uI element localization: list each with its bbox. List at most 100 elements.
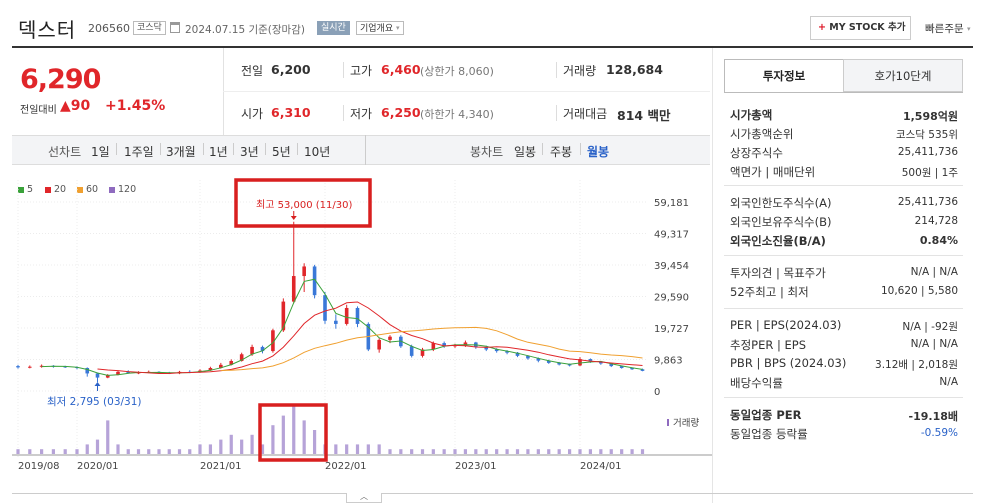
info-value: -0.59% (920, 427, 958, 439)
candle-body (557, 362, 561, 365)
candle-weekly[interactable]: 주봉 (550, 145, 573, 159)
period-3y[interactable]: 3년 (240, 145, 259, 159)
period-5y[interactable]: 5년 (272, 145, 291, 159)
divider (556, 62, 557, 78)
period-10y[interactable]: 10년 (304, 145, 331, 159)
info-value: N/A | -92원 (902, 321, 958, 333)
period-1y[interactable]: 1년 (209, 145, 228, 159)
candle-daily[interactable]: 일봉 (514, 145, 537, 159)
volume-bar (453, 449, 457, 454)
volume-bars (16, 406, 645, 454)
volume-bar (95, 439, 100, 454)
period-1w[interactable]: 1주일 (124, 145, 154, 159)
company-overview-dropdown[interactable]: 기업개요 ▾ (356, 21, 404, 35)
volume-bar (640, 449, 645, 454)
info-label: 시가총액 (730, 108, 773, 122)
volume-bar (188, 449, 192, 454)
info-value: 3.12배 | 2,018원 (875, 359, 958, 371)
info-label: 배당수익률 (730, 376, 783, 390)
volume-bar (281, 415, 285, 454)
volume-bar (250, 434, 254, 454)
tab-investment-info[interactable]: 투자정보 (724, 59, 844, 92)
low-annotation: 최저 2,795 (03/31) (47, 396, 142, 408)
calendar-icon (170, 22, 180, 33)
high-label: 고가 (350, 64, 373, 78)
candle-body (409, 346, 414, 356)
info-label: 상장주식수 (730, 146, 783, 160)
prev-close-value: 6,200 (271, 62, 311, 77)
chart-grid (12, 180, 712, 457)
divider (160, 143, 161, 155)
x-tick-label: 2023/01 (455, 461, 497, 472)
moving-average-line (41, 278, 643, 376)
low-value: 6,250 (381, 105, 421, 120)
candle-body (484, 346, 489, 350)
candle-body (344, 307, 349, 324)
candle-body (271, 330, 275, 352)
period-3m[interactable]: 3개월 (166, 145, 196, 159)
info-label: PBR | BPS (2024.03) (730, 356, 847, 370)
low-label: 저가 (350, 107, 373, 121)
low-pointer-arrow (94, 382, 101, 386)
company-overview-label: 기업개요 (360, 24, 394, 34)
info-label: 시가총액순위 (730, 127, 794, 141)
open-label: 시가 (241, 107, 264, 121)
y-tick-label: 49,317 (654, 230, 689, 241)
volume-bar (442, 449, 446, 454)
volume-bar (377, 444, 381, 454)
candle-body (208, 368, 213, 371)
x-tick-label: 2024/01 (580, 461, 622, 472)
volume-bar (557, 449, 561, 454)
divider (365, 135, 366, 165)
realtime-button[interactable]: 실시간 (317, 21, 350, 35)
period-1d[interactable]: 1일 (91, 145, 110, 159)
candle-body (16, 366, 20, 368)
ma120-label: 120 (118, 184, 137, 195)
volume-bar (620, 449, 624, 454)
collapse-toggle[interactable]: ︿ (346, 493, 382, 503)
period-bar (12, 135, 710, 165)
candle-body (536, 358, 541, 361)
y-tick-label: 0 (654, 387, 660, 398)
add-my-stock-button[interactable]: + MY STOCK 추가 (810, 16, 911, 40)
moving-average-line (97, 301, 643, 374)
candle-body (442, 343, 446, 347)
candle-body (105, 375, 110, 378)
candle-monthly[interactable]: 월봉 (587, 145, 610, 159)
volume-bar (609, 449, 613, 454)
quick-order-dropdown[interactable]: 빠른주문 ▾ (925, 21, 971, 36)
price-chart[interactable]: 59,181 49,317 39,454 29,590 19,727 9,863 0 2019… (0, 165, 712, 493)
candle-body (526, 355, 530, 359)
volume-bar (177, 449, 182, 454)
divider (556, 105, 557, 121)
header-divider (12, 46, 973, 48)
volume-bar (526, 449, 530, 454)
volume-legend-label: 거래량 (673, 417, 699, 429)
x-tick-label: 2022/01 (325, 461, 367, 472)
info-value: N/A | N/A (910, 266, 958, 278)
high-pointer-arrow (290, 216, 297, 220)
volume-bar (116, 444, 120, 454)
volume-bar (567, 449, 572, 454)
info-label: PER | EPS(2024.03) (730, 318, 842, 332)
lower-limit: (하한가 4,340) (420, 108, 494, 121)
volume-bar (484, 449, 488, 454)
divider (265, 143, 266, 155)
volume-bar (495, 449, 499, 454)
volume-bar (578, 449, 582, 454)
candle-body (323, 295, 327, 321)
tab-orderbook[interactable]: 호가10단계 (843, 59, 963, 92)
candle-body (463, 342, 468, 346)
market-badge: 코스닥 (133, 21, 166, 35)
candle-body (95, 373, 100, 378)
candle-body (599, 361, 603, 364)
change-value: ▲90 (60, 98, 90, 114)
candle-body (116, 371, 120, 376)
ma5-label: 5 (27, 184, 34, 195)
volume-bar (271, 425, 275, 454)
candle-body (126, 371, 131, 374)
divider (343, 105, 344, 121)
volume-bar (85, 444, 89, 454)
candle-body (609, 363, 614, 367)
moving-average-line (220, 326, 643, 371)
